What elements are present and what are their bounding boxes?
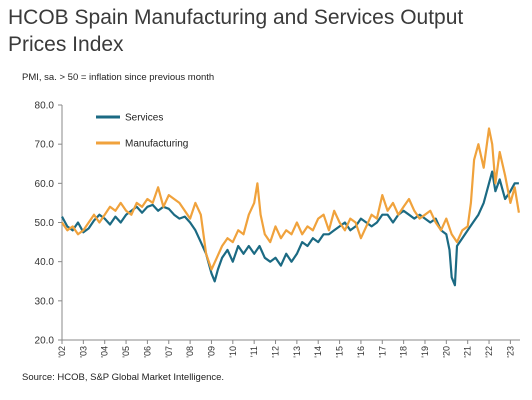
y-tick-label: 80.0: [35, 101, 55, 112]
x-tick-label: '15: [335, 346, 345, 358]
chart-subtitle: PMI, sa. > 50 = inflation since previous…: [22, 72, 215, 83]
x-tick-label: '14: [313, 346, 323, 358]
y-tick-label: 40.0: [35, 257, 55, 268]
x-tick-label: '02: [57, 346, 67, 358]
x-tick-label: '04: [100, 346, 110, 358]
x-tick-label: '08: [185, 346, 195, 358]
y-tick-label: 70.0: [35, 140, 55, 151]
series-line-manufacturing: [61, 127, 520, 271]
x-tick-label: '21: [463, 346, 473, 358]
y-tick-label: 50.0: [35, 218, 55, 229]
y-tick-label: 60.0: [35, 179, 55, 190]
x-tick-label: '18: [399, 346, 409, 358]
x-tick-label: '11: [249, 346, 259, 357]
x-tick-label: '22: [484, 346, 494, 358]
x-tick-label: '05: [121, 346, 131, 358]
legend-label-services: Services: [125, 113, 163, 124]
x-tick-label: '06: [142, 346, 152, 358]
legend-label-manufacturing: Manufacturing: [125, 139, 188, 150]
chart-axes: 20.0 30.0 40.0 50.0 60.0 70.0 80.0 '02 '03 '04 '05…: [35, 101, 520, 358]
x-tick-label: '13: [292, 346, 302, 358]
chart-series-lines: [61, 127, 520, 287]
y-tick-label: 20.0: [35, 336, 55, 347]
chart-legend: Services Manufacturing: [96, 113, 188, 150]
x-tick-label: '10: [228, 346, 238, 358]
x-tick-label: '16: [356, 346, 366, 358]
x-tick-label: '03: [78, 346, 88, 358]
x-tick-label: '19: [420, 346, 430, 358]
x-tick-label: '17: [377, 346, 387, 358]
x-tick-label: '09: [206, 346, 216, 358]
chart-source: Source: HCOB, S&P Global Market Intellig…: [22, 372, 225, 383]
series-line-services: [61, 170, 519, 287]
chart-title: HCOB Spain Manufacturing and Services Ou…: [8, 6, 464, 56]
x-tick-label: '23: [505, 346, 515, 358]
x-tick-label: '20: [441, 346, 451, 358]
x-tick-label: '12: [271, 346, 281, 358]
y-tick-label: 30.0: [35, 296, 55, 307]
x-tick-label: '07: [164, 346, 174, 358]
